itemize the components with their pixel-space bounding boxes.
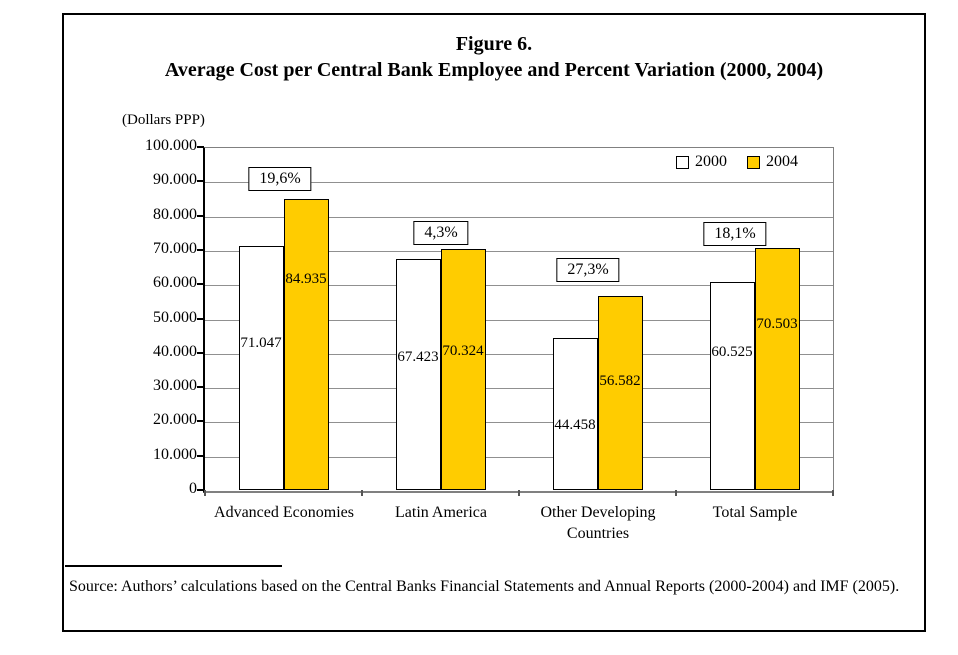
x-axis-tick-mark bbox=[832, 490, 834, 496]
legend-entry-2000: 2000 bbox=[676, 153, 727, 171]
y-axis-tick-label: 60.000 bbox=[153, 274, 197, 291]
y-axis-tick-label: 80.000 bbox=[153, 206, 197, 223]
legend-label-2000: 2000 bbox=[695, 153, 727, 170]
source-note: Source: Authors’ calculations based on t… bbox=[69, 578, 900, 595]
bar-2000-advanced-economies bbox=[239, 246, 284, 490]
bar-value-label-2000-total-sample: 60.525 bbox=[711, 344, 753, 360]
y-axis-tick-label: 100.000 bbox=[145, 137, 197, 154]
gridline bbox=[205, 422, 833, 423]
bar-2004-other-developing-countries bbox=[598, 296, 643, 490]
y-axis-tick-mark bbox=[197, 352, 204, 354]
legend-swatch-2004 bbox=[747, 155, 760, 169]
x-axis-tick-mark bbox=[518, 490, 520, 496]
bar-2004-total-sample bbox=[755, 248, 800, 490]
figure-number-title: Figure 6. bbox=[455, 33, 533, 55]
bar-value-label-2000-latin-america: 67.423 bbox=[397, 349, 439, 365]
x-axis-tick-mark bbox=[675, 490, 677, 496]
percent-variation-box-latin-america: 4,3% bbox=[413, 221, 469, 245]
y-axis-tick-label: 40.000 bbox=[153, 343, 197, 360]
y-axis-tick-label: 90.000 bbox=[153, 171, 197, 188]
y-axis-unit-label: (Dollars PPP) bbox=[122, 112, 205, 128]
y-axis-tick-label: 10.000 bbox=[153, 446, 197, 463]
y-axis-tick-mark bbox=[197, 146, 204, 148]
bar-value-label-2004-latin-america: 70.324 bbox=[442, 343, 484, 359]
bar-2000-latin-america bbox=[396, 259, 441, 490]
x-axis-tick-mark bbox=[361, 490, 363, 496]
y-axis-tick-mark bbox=[197, 318, 204, 320]
percent-variation-box-advanced-economies: 19,6% bbox=[248, 167, 312, 191]
y-axis-tick-mark bbox=[197, 180, 204, 182]
y-axis-tick-mark bbox=[197, 455, 204, 457]
bar-2000-total-sample bbox=[710, 282, 755, 490]
legend-entry-2004: 2004 bbox=[747, 153, 798, 171]
y-axis-tick-mark bbox=[197, 489, 204, 491]
y-axis-tick-mark bbox=[197, 215, 204, 217]
bar-2004-latin-america bbox=[441, 249, 486, 490]
gridline bbox=[205, 217, 833, 218]
y-axis-tick-label: 0 bbox=[189, 480, 197, 497]
x-axis-category-label-latin-america: Latin America bbox=[395, 504, 487, 521]
x-axis-tick-mark bbox=[204, 490, 206, 496]
chart-legend: 2000 2004 bbox=[676, 153, 798, 171]
gridline bbox=[205, 388, 833, 389]
figure-title: Average Cost per Central Bank Employee a… bbox=[164, 59, 824, 81]
bar-2000-other-developing-countries bbox=[553, 338, 598, 490]
x-axis-category-label-total-sample: Total Sample bbox=[712, 504, 798, 521]
percent-variation-box-other-developing-countries: 27,3% bbox=[556, 258, 620, 282]
bar-value-label-2004-total-sample: 70.503 bbox=[756, 316, 798, 332]
gridline bbox=[205, 457, 833, 458]
y-axis-tick-label: 30.000 bbox=[153, 377, 197, 394]
x-axis-category-label-other-developing-countries: Other Developing Countries bbox=[540, 504, 656, 542]
gridline bbox=[205, 182, 833, 183]
gridline bbox=[205, 320, 833, 321]
y-axis-tick-label: 70.000 bbox=[153, 240, 197, 257]
y-axis-tick-label: 50.000 bbox=[153, 309, 197, 326]
bar-value-label-2000-other-developing-countries: 44.458 bbox=[554, 417, 596, 433]
y-axis-tick-mark bbox=[197, 420, 204, 422]
bar-value-label-2004-other-developing-countries: 56.582 bbox=[599, 373, 641, 389]
legend-swatch-2000 bbox=[676, 155, 689, 169]
percent-variation-box-total-sample: 18,1% bbox=[703, 222, 767, 246]
y-axis-tick-mark bbox=[197, 386, 204, 388]
bar-2004-advanced-economies bbox=[284, 199, 329, 490]
bar-value-label-2000-advanced-economies: 71.047 bbox=[240, 335, 282, 351]
x-axis-category-label-advanced-economies: Advanced Economies bbox=[214, 504, 354, 521]
y-axis-tick-label: 20.000 bbox=[153, 411, 197, 428]
y-axis-tick-mark bbox=[197, 249, 204, 251]
gridline bbox=[205, 251, 833, 252]
y-axis-tick-mark bbox=[197, 283, 204, 285]
gridline bbox=[205, 354, 833, 355]
footnote-separator-line bbox=[65, 565, 282, 567]
legend-label-2004: 2004 bbox=[766, 153, 798, 170]
bar-value-label-2004-advanced-economies: 84.935 bbox=[285, 271, 327, 287]
gridline bbox=[205, 285, 833, 286]
